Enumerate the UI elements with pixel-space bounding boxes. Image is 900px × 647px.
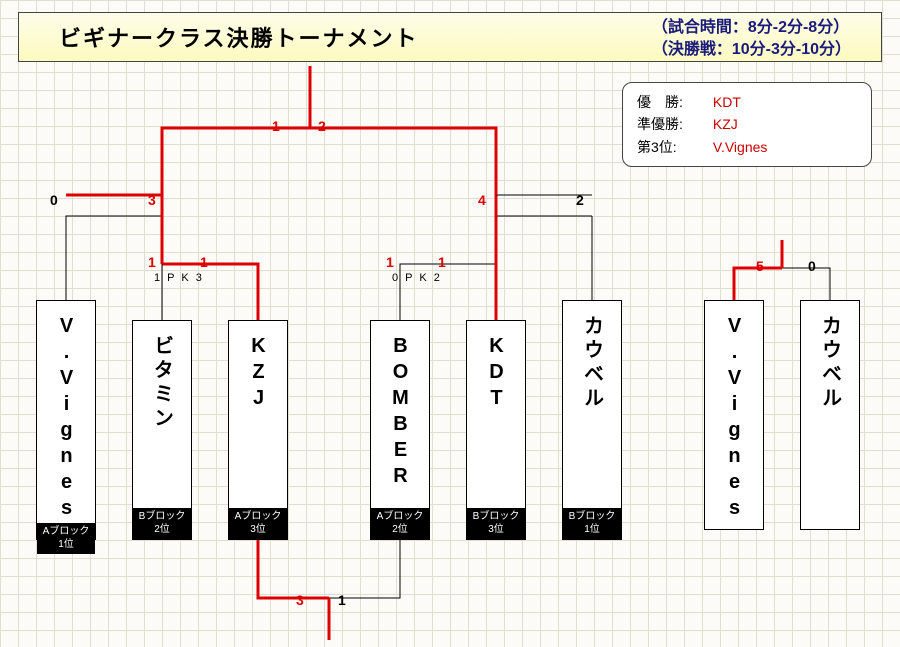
title-meta: （試合時間：8分-2分-8分） （決勝戦：10分-3分-10分） — [652, 17, 851, 60]
team-seed: Bブロック3位 — [467, 508, 525, 539]
third-value: V.Vignes — [713, 139, 768, 155]
score-label: 2 — [318, 118, 326, 134]
team-box: V.Vignes — [704, 300, 764, 530]
score-label: 1 — [338, 592, 346, 608]
score-label: 1 — [200, 254, 208, 270]
score-label: 3 — [148, 192, 156, 208]
team-box: カウベルBブロック1位 — [562, 300, 622, 540]
results-row-third: 第3位: V.Vignes — [637, 136, 857, 158]
team-name: ビタミン — [148, 321, 177, 508]
pk-label: 1 P K 3 — [154, 272, 204, 284]
champion-label: 優 勝: — [637, 91, 709, 113]
score-label: 4 — [478, 192, 486, 208]
score-label: 5 — [756, 258, 764, 274]
team-name: V.Vignes — [723, 301, 746, 529]
pk-label: 0 P K 2 — [392, 272, 442, 284]
team-seed: Bブロック2位 — [133, 508, 191, 539]
team-seed: Aブロック1位 — [37, 523, 95, 554]
team-name: V.Vignes — [55, 301, 78, 523]
team-name: BOMBER — [389, 321, 412, 508]
team-box: KZJAブロック3位 — [228, 320, 288, 540]
team-name: KZJ — [247, 321, 270, 508]
score-label: 1 — [148, 254, 156, 270]
score-label: 1 — [272, 118, 280, 134]
meta-line-2: （決勝戦：10分-3分-10分） — [652, 39, 851, 61]
score-label: 0 — [50, 192, 58, 208]
title-box: ビギナークラス決勝トーナメント （試合時間：8分-2分-8分） （決勝戦：10分… — [18, 12, 882, 62]
runnerup-label: 準優勝: — [637, 113, 709, 135]
team-name: カウベル — [816, 301, 845, 529]
team-box: ビタミンBブロック2位 — [132, 320, 192, 540]
results-row-runnerup: 準優勝: KZJ — [637, 113, 857, 135]
score-label: 0 — [808, 258, 816, 274]
champion-value: KDT — [713, 94, 741, 110]
results-row-champion: 優 勝: KDT — [637, 91, 857, 113]
third-label: 第3位: — [637, 136, 709, 158]
team-seed: Aブロック2位 — [371, 508, 429, 539]
meta-line-1: （試合時間：8分-2分-8分） — [652, 17, 851, 39]
title-text: ビギナークラス決勝トーナメント — [59, 21, 419, 53]
team-box: V.VignesAブロック1位 — [36, 300, 96, 540]
runnerup-value: KZJ — [713, 116, 738, 132]
results-box: 優 勝: KDT 準優勝: KZJ 第3位: V.Vignes — [622, 82, 872, 167]
score-label: 1 — [386, 254, 394, 270]
score-label: 3 — [296, 592, 304, 608]
score-label: 1 — [438, 254, 446, 270]
team-box: BOMBERAブロック2位 — [370, 320, 430, 540]
score-label: 2 — [576, 192, 584, 208]
team-box: KDTBブロック3位 — [466, 320, 526, 540]
team-seed: Bブロック1位 — [563, 508, 621, 539]
team-name: KDT — [485, 321, 508, 508]
team-seed: Aブロック3位 — [229, 508, 287, 539]
team-box: カウベル — [800, 300, 860, 530]
team-name: カウベル — [578, 301, 607, 508]
